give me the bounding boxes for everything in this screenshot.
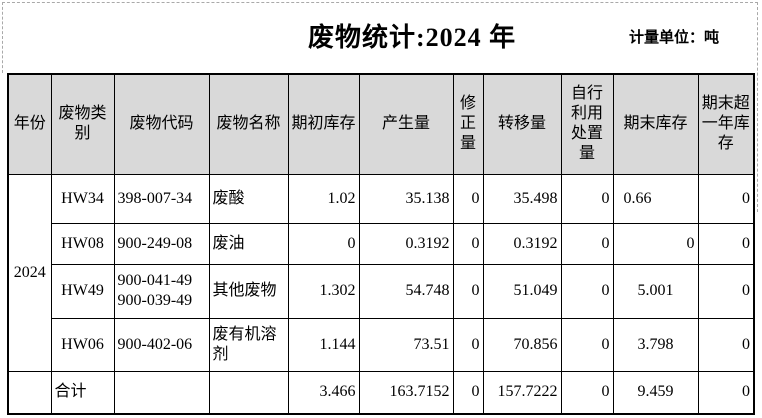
cell-code[interactable]: 900-041-49 900-039-49	[113, 263, 210, 319]
total-row: 合计 3.466 163.7152 0 157.7222 0 9.459 0	[7, 370, 755, 415]
cell-category[interactable]: HW34	[50, 173, 115, 224]
table-row: HW49 900-041-49 900-039-49 其他废物 1.302 54…	[8, 263, 755, 319]
cell-name[interactable]: 其他废物	[208, 263, 289, 319]
total-self-disposed[interactable]: 0	[560, 370, 614, 415]
total-opening[interactable]: 3.466	[287, 370, 360, 415]
cell-generated[interactable]: 54.748	[358, 263, 454, 319]
total-generated[interactable]: 163.7152	[358, 370, 454, 415]
total-corrected[interactable]: 0	[452, 370, 484, 415]
cell-name[interactable]: 废有机溶剂	[208, 317, 289, 372]
cell-closing-over-year[interactable]: 0	[697, 222, 755, 265]
page-break-line-right	[757, 2, 758, 212]
cell-closing[interactable]: 0	[612, 222, 699, 265]
header-closing-over-year[interactable]: 期末超一年库存	[697, 73, 755, 175]
table-row: HW06 900-402-06 废有机溶剂 1.144 73.51 0 70.8…	[8, 317, 755, 372]
cell-generated[interactable]: 35.138	[358, 173, 454, 224]
cell-code[interactable]: 900-402-06	[113, 317, 210, 372]
cell-corrected[interactable]: 0	[452, 222, 484, 265]
header-opening-stock[interactable]: 期初库存	[287, 73, 360, 175]
table-row: 2024 HW34 398-007-34 废酸 1.02 35.138 0 35…	[7, 173, 755, 372]
header-generated[interactable]: 产生量	[358, 73, 454, 175]
cell-opening[interactable]: 1.302	[287, 263, 360, 319]
cell-name[interactable]: 废油	[208, 222, 289, 265]
cell-opening[interactable]: 1.144	[287, 317, 360, 372]
cell-self-disposed[interactable]: 0	[560, 317, 614, 372]
cell-closing[interactable]: 5.001	[612, 263, 699, 319]
header-waste-name[interactable]: 废物名称	[208, 73, 289, 175]
cell-self-disposed[interactable]: 0	[560, 263, 614, 319]
page-break-line-left	[2, 2, 3, 73]
cell-category[interactable]: HW06	[50, 317, 115, 372]
header-row: 年份 废物类别 废物代码 废物名称 期初库存 产生量 修正量 转移量 自行利用处…	[7, 73, 755, 175]
cell-closing[interactable]: 0.66	[612, 173, 699, 224]
header-corrected[interactable]: 修正量	[452, 73, 484, 175]
cell-closing-over-year[interactable]: 0	[697, 173, 755, 224]
cell-transferred[interactable]: 0.3192	[482, 222, 562, 265]
header-year[interactable]: 年份	[7, 73, 52, 175]
cell-self-disposed[interactable]: 0	[560, 173, 614, 224]
total-closing-over-year[interactable]: 0	[697, 370, 755, 415]
cell-year-empty[interactable]	[7, 370, 52, 415]
cell-self-disposed[interactable]: 0	[560, 222, 614, 265]
header-closing-stock[interactable]: 期末库存	[612, 73, 699, 175]
cell-transferred[interactable]: 35.498	[482, 173, 562, 224]
cell-category[interactable]: HW08	[50, 222, 115, 265]
cell-corrected[interactable]: 0	[452, 173, 484, 224]
total-transferred[interactable]: 157.7222	[482, 370, 562, 415]
header-transferred[interactable]: 转移量	[482, 73, 562, 175]
total-code-empty[interactable]	[113, 370, 210, 415]
unit-label[interactable]: 计量单位：吨	[629, 30, 720, 46]
cell-generated[interactable]: 73.51	[358, 317, 454, 372]
table-row: HW08 900-249-08 废油 0 0.3192 0 0.3192 0 0…	[8, 222, 755, 265]
cell-corrected[interactable]: 0	[452, 263, 484, 319]
waste-statistics-table: 年份 废物类别 废物代码 废物名称 期初库存 产生量 修正量 转移量 自行利用处…	[7, 73, 755, 415]
total-closing[interactable]: 9.459	[612, 370, 699, 415]
cell-closing-over-year[interactable]: 0	[697, 263, 755, 319]
cell-closing-over-year[interactable]: 0	[697, 317, 755, 372]
cell-category[interactable]: HW49	[50, 263, 115, 319]
cell-opening[interactable]: 1.02	[287, 173, 360, 224]
header-waste-code[interactable]: 废物代码	[113, 73, 210, 175]
total-label[interactable]: 合计	[50, 370, 115, 415]
cell-code[interactable]: 900-249-08	[113, 222, 210, 265]
header-waste-category[interactable]: 废物类别	[50, 73, 115, 175]
header-self-disposed[interactable]: 自行利用处置量	[560, 73, 614, 175]
cell-transferred[interactable]: 51.049	[482, 263, 562, 319]
cell-transferred[interactable]: 70.856	[482, 317, 562, 372]
page-break-line-top	[2, 2, 758, 3]
total-name-empty[interactable]	[208, 370, 289, 415]
cell-generated[interactable]: 0.3192	[358, 222, 454, 265]
cell-corrected[interactable]: 0	[452, 317, 484, 372]
cell-code[interactable]: 398-007-34	[113, 173, 210, 224]
sheet-title[interactable]: 废物统计:2024 年	[308, 23, 517, 52]
year-cell[interactable]: 2024	[7, 173, 52, 372]
cell-opening[interactable]: 0	[287, 222, 360, 265]
cell-closing[interactable]: 3.798	[612, 317, 699, 372]
cell-name[interactable]: 废酸	[208, 173, 289, 224]
